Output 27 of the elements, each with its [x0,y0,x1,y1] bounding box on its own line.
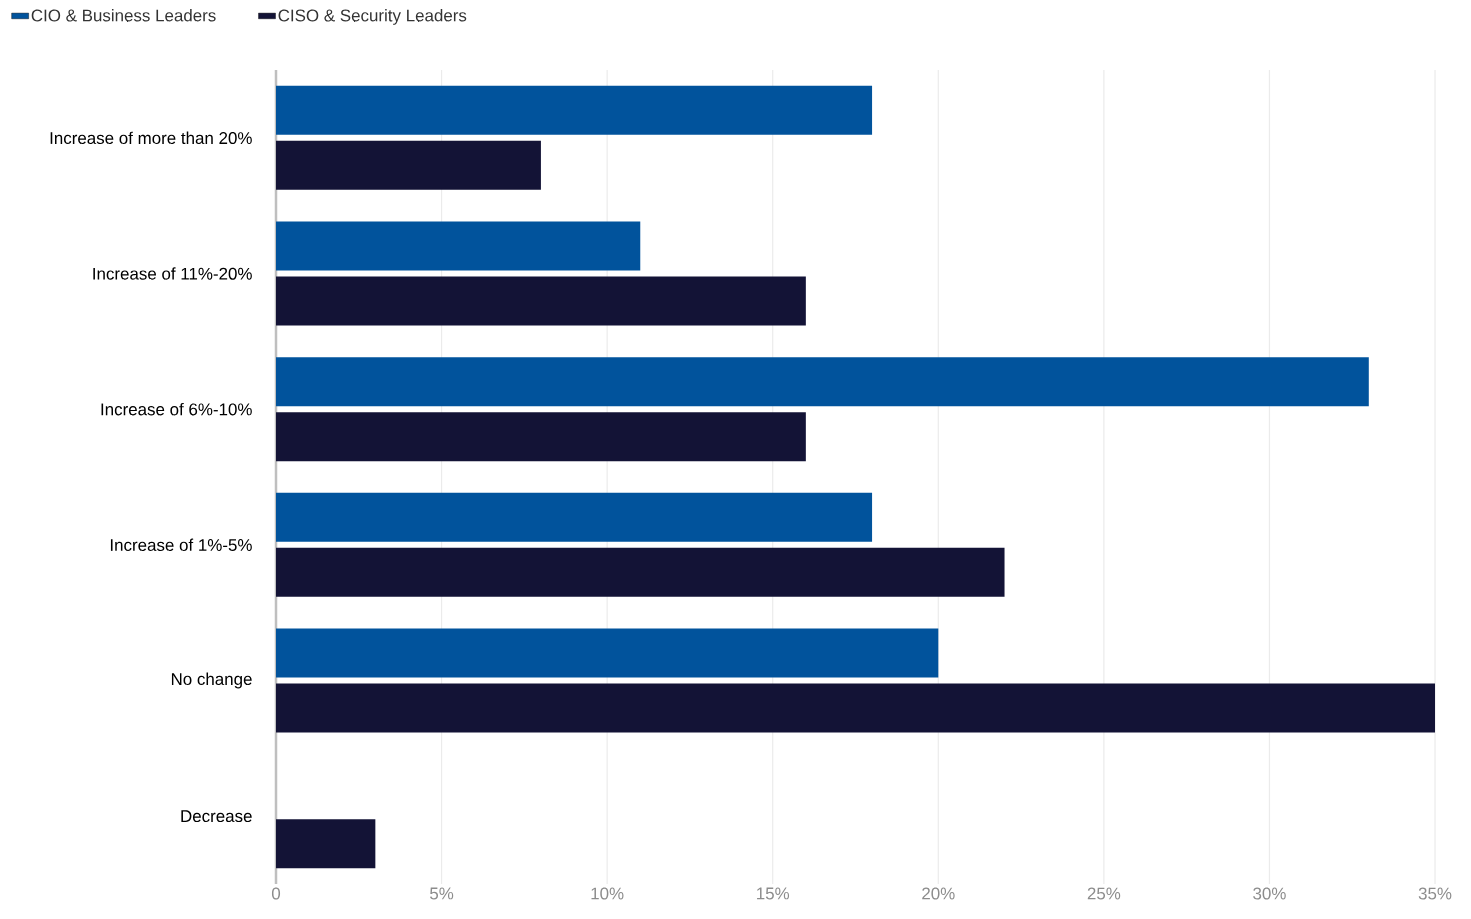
y-tick-label: Decrease [181,810,252,823]
x-tick-label: 30% [1253,887,1286,900]
x-tick-label: 10% [591,887,624,900]
x-tick-label: 0 [271,887,281,900]
bar [276,547,1005,597]
legend-label: CIO & Business Leaders [31,9,216,22]
bar [276,819,376,869]
bar [276,357,1369,407]
y-tick-label: Increase of 6%-10% [101,402,252,416]
y-tick-label: Increase of 1%-5% [110,538,252,552]
bar [276,628,939,678]
x-tick-label: 20% [922,887,955,900]
x-tick-label: 35% [1418,887,1452,900]
bar [276,492,873,542]
bar [276,140,541,190]
x-tick-label: 15% [757,887,790,900]
bar [276,412,806,462]
y-tick-label: Increase of 11%-20% [93,267,252,280]
bar [276,276,806,326]
y-tick-label: Increase of more than 20% [50,131,252,145]
legend-label: CISO & Security Leaders [278,9,467,25]
bar [276,221,641,271]
x-tick-label: 5% [430,887,454,900]
bar [276,683,1436,733]
x-tick-label: 25% [1087,887,1121,900]
y-tick-label: No change [171,672,252,689]
bar [276,85,873,135]
